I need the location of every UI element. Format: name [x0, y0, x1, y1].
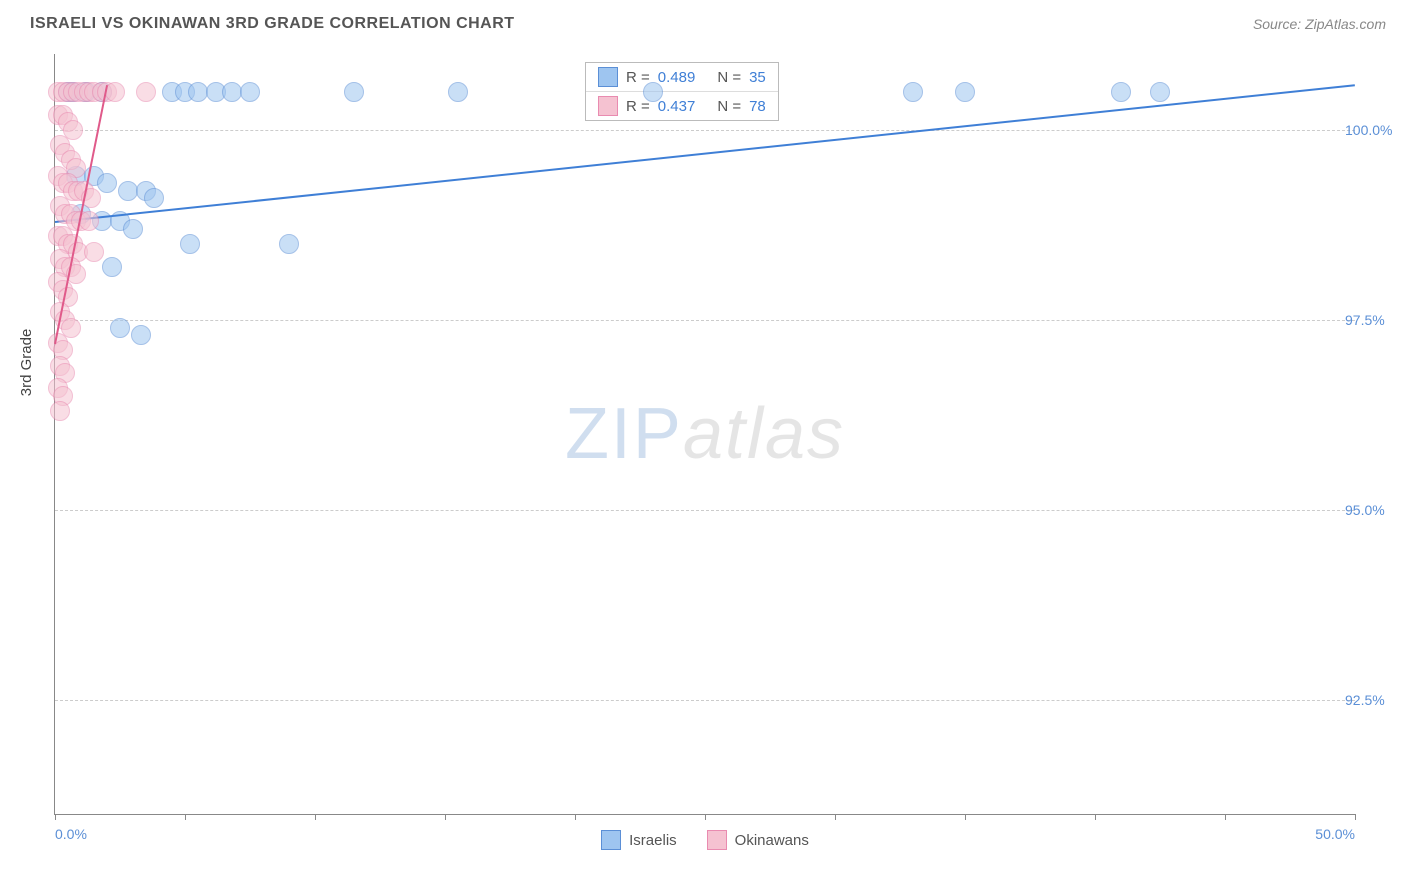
- legend-swatch-pink: [707, 830, 727, 850]
- legend-swatch-blue: [601, 830, 621, 850]
- watermark: ZIPatlas: [565, 393, 845, 475]
- scatter-marker: [448, 82, 468, 102]
- gridline: [55, 700, 1355, 701]
- x-tick-mark: [1095, 814, 1096, 820]
- scatter-marker: [643, 82, 663, 102]
- scatter-marker: [279, 234, 299, 254]
- scatter-marker: [84, 242, 104, 262]
- watermark-atlas: atlas: [683, 394, 845, 474]
- legend-item-okinawans: Okinawans: [707, 830, 809, 850]
- scatter-marker: [131, 325, 151, 345]
- correlation-stat-box: R = 0.489 N = 35 R = 0.437 N = 78: [585, 62, 779, 121]
- stat-row-okinawans: R = 0.437 N = 78: [586, 91, 778, 120]
- stat-n-value: 35: [749, 69, 766, 86]
- y-axis-label: 3rd Grade: [18, 329, 35, 397]
- scatter-marker: [118, 181, 138, 201]
- x-tick-mark: [835, 814, 836, 820]
- scatter-marker: [123, 219, 143, 239]
- scatter-marker: [180, 234, 200, 254]
- legend-item-israelis: Israelis: [601, 830, 677, 850]
- y-tick-label: 92.5%: [1345, 692, 1405, 708]
- y-tick-label: 97.5%: [1345, 312, 1405, 328]
- gridline: [55, 130, 1355, 131]
- scatter-marker: [344, 82, 364, 102]
- swatch-blue: [598, 67, 618, 87]
- scatter-marker: [240, 82, 260, 102]
- x-tick-mark: [445, 814, 446, 820]
- x-tick-mark: [1355, 814, 1356, 820]
- x-tick-mark: [315, 814, 316, 820]
- x-tick-mark: [965, 814, 966, 820]
- x-tick-mark: [575, 814, 576, 820]
- scatter-marker: [1111, 82, 1131, 102]
- scatter-marker: [110, 318, 130, 338]
- y-tick-label: 100.0%: [1345, 122, 1405, 138]
- scatter-marker: [136, 82, 156, 102]
- scatter-marker: [50, 401, 70, 421]
- swatch-pink: [598, 96, 618, 116]
- scatter-marker: [1150, 82, 1170, 102]
- chart-header: ISRAELI VS OKINAWAN 3RD GRADE CORRELATIO…: [0, 0, 1406, 48]
- y-tick-label: 95.0%: [1345, 502, 1405, 518]
- legend-label: Israelis: [629, 832, 677, 849]
- plot-area: ZIPatlas R = 0.489 N = 35 R = 0.437 N = …: [54, 54, 1355, 815]
- scatter-marker: [188, 82, 208, 102]
- scatter-marker: [903, 82, 923, 102]
- scatter-marker: [97, 173, 117, 193]
- chart-title: ISRAELI VS OKINAWAN 3RD GRADE CORRELATIO…: [30, 15, 515, 33]
- source-attribution: Source: ZipAtlas.com: [1253, 16, 1386, 32]
- scatter-marker: [102, 257, 122, 277]
- legend-label: Okinawans: [735, 832, 809, 849]
- stat-n-value: 78: [749, 98, 766, 115]
- stat-n-label: N =: [717, 98, 741, 115]
- scatter-marker: [222, 82, 242, 102]
- x-tick-label: 0.0%: [55, 826, 87, 842]
- x-tick-mark: [1225, 814, 1226, 820]
- stat-row-israelis: R = 0.489 N = 35: [586, 63, 778, 91]
- x-tick-mark: [705, 814, 706, 820]
- x-tick-label: 50.0%: [1315, 826, 1355, 842]
- legend: Israelis Okinawans: [55, 830, 1355, 850]
- stat-r-value: 0.489: [658, 69, 696, 86]
- watermark-zip: ZIP: [565, 394, 683, 474]
- scatter-marker: [144, 188, 164, 208]
- stat-n-label: N =: [717, 69, 741, 86]
- stat-r-value: 0.437: [658, 98, 696, 115]
- scatter-marker: [955, 82, 975, 102]
- gridline: [55, 510, 1355, 511]
- x-tick-mark: [55, 814, 56, 820]
- gridline: [55, 320, 1355, 321]
- x-tick-mark: [185, 814, 186, 820]
